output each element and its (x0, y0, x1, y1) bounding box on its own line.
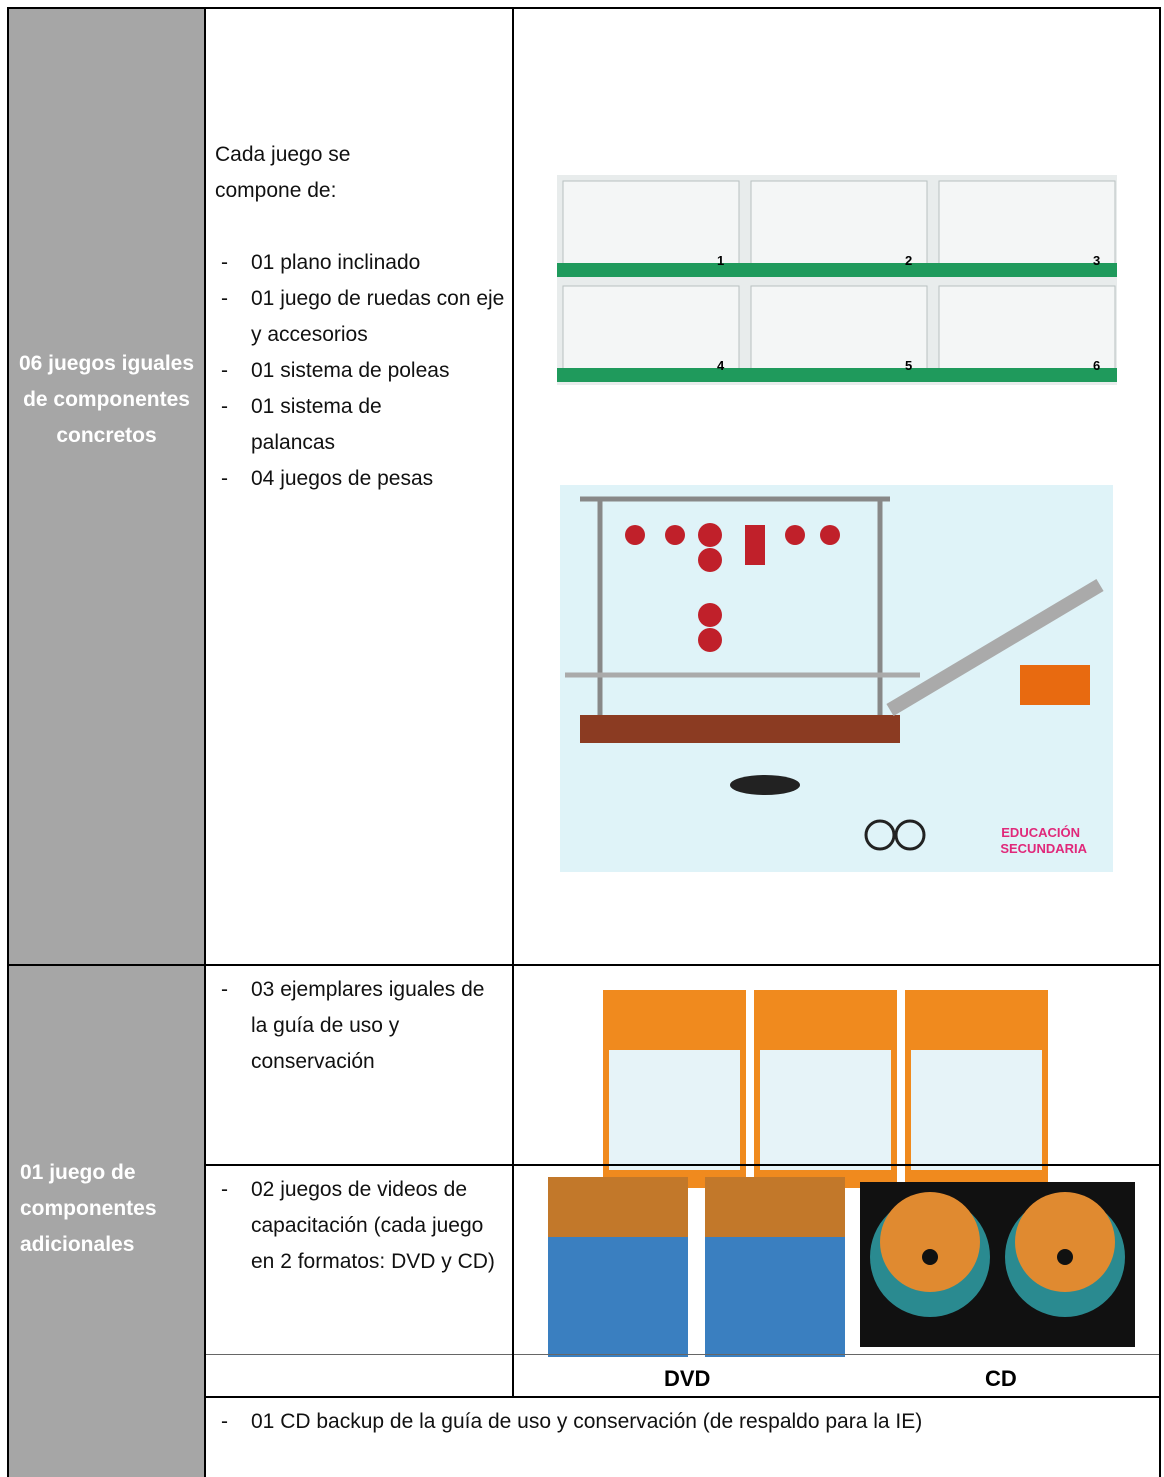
border (205, 1396, 1161, 1398)
border (512, 7, 514, 1397)
caption: DVD (664, 1366, 711, 1391)
box-base (557, 368, 745, 382)
border (205, 1164, 1161, 1166)
box (938, 180, 1116, 274)
border (204, 7, 206, 1477)
list-item: 01 CD backup de la guía de uso y conserv… (215, 1404, 1155, 1440)
caption: CD (985, 1366, 1017, 1391)
border (205, 1354, 1161, 1355)
box (562, 180, 740, 274)
box-base (933, 263, 1117, 277)
box-number: 1 (717, 253, 724, 268)
list-item: 01 sistema de palancas (215, 389, 461, 461)
boxes-photo: 1 2 3 4 5 6 (557, 175, 1117, 385)
badge-text: EDUCACIÓN (1001, 825, 1080, 840)
box-number: 4 (717, 358, 725, 373)
apparatus-photo: EDUCACIÓN SECUNDARIA (560, 485, 1113, 872)
box-base (745, 368, 933, 382)
box-number: 3 (1093, 253, 1100, 268)
box-base (933, 368, 1117, 382)
border (7, 7, 9, 1477)
label-cell: 01 juego de componentes adicionales (8, 965, 205, 1477)
cell-text: 02 juegos de videos de capacitación (cad… (215, 1172, 505, 1280)
box (750, 285, 928, 379)
box-base (557, 263, 745, 277)
row-label: 06 juegos iguales de componentes concret… (18, 352, 195, 447)
row-label: 01 juego de componentes adicionales (20, 1161, 157, 1256)
list-item: 02 juegos de videos de capacitación (cad… (215, 1172, 505, 1280)
box (938, 285, 1116, 379)
box-number: 2 (905, 253, 912, 268)
cell-text: Cada juego se compone de: 01 plano incli… (215, 137, 505, 497)
list-item: 04 juegos de pesas (215, 461, 505, 497)
border (1159, 7, 1161, 1477)
item-list: 01 plano inclinado 01 juego de ruedas co… (215, 245, 505, 497)
cell-text: 01 CD backup de la guía de uso y conserv… (215, 1404, 1155, 1440)
box-base (745, 263, 933, 277)
cell-text: 03 ejemplares iguales de la guía de uso … (215, 972, 505, 1080)
guide-covers (603, 990, 1048, 1188)
box (750, 180, 928, 274)
box-number: 5 (905, 358, 912, 373)
video-photo (548, 1177, 1135, 1357)
border (7, 964, 1161, 966)
list-item: 03 ejemplares iguales de la guía de uso … (215, 972, 505, 1080)
label-cell: 06 juegos iguales de componentes concret… (8, 8, 205, 965)
border (7, 7, 1161, 9)
list-item: 01 plano inclinado (215, 245, 505, 281)
list-item: 01 juego de ruedas con eje y accesorios (215, 281, 505, 353)
intro: Cada juego se compone de: (215, 143, 351, 202)
box (562, 285, 740, 379)
box-number: 6 (1093, 358, 1100, 373)
badge-text: SECUNDARIA (1000, 841, 1087, 856)
list-item: 01 sistema de poleas (215, 353, 461, 389)
